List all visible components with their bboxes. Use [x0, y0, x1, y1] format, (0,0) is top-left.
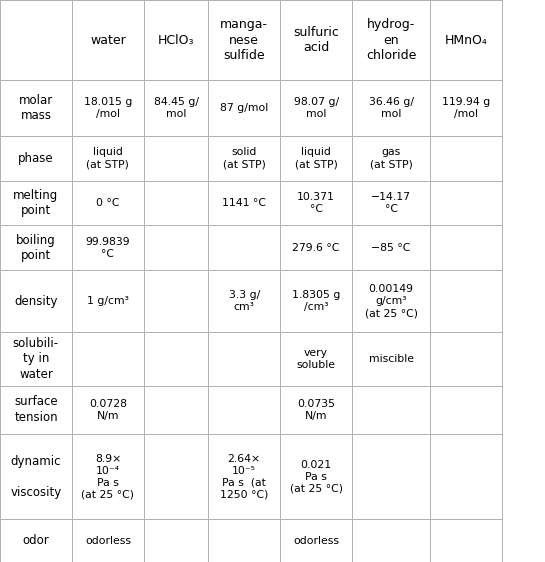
Text: surface
tension: surface tension: [14, 396, 58, 424]
Text: liquid
(at STP): liquid (at STP): [295, 147, 337, 169]
Text: very
soluble: very soluble: [296, 348, 336, 370]
Text: water: water: [90, 34, 126, 47]
Text: 10.371
°C: 10.371 °C: [297, 192, 335, 214]
Text: 18.015 g
/mol: 18.015 g /mol: [84, 97, 132, 119]
Text: 87 g/mol: 87 g/mol: [220, 103, 268, 113]
Text: −14.17
°C: −14.17 °C: [371, 192, 411, 214]
Text: solubili-
ty in
water: solubili- ty in water: [13, 337, 59, 381]
Text: 36.46 g/
mol: 36.46 g/ mol: [368, 97, 414, 119]
Text: odorless: odorless: [293, 536, 339, 546]
Text: hydrog-
en
chloride: hydrog- en chloride: [366, 18, 416, 62]
Text: 98.07 g/
mol: 98.07 g/ mol: [294, 97, 338, 119]
Text: sulfuric
acid: sulfuric acid: [293, 26, 339, 55]
Text: 0.0728
N/m: 0.0728 N/m: [89, 399, 127, 421]
Text: 8.9×
10⁻⁴
Pa s
(at 25 °C): 8.9× 10⁻⁴ Pa s (at 25 °C): [81, 454, 135, 500]
Text: odorless: odorless: [85, 536, 131, 546]
Text: miscible: miscible: [368, 354, 414, 364]
Text: 99.9839
°C: 99.9839 °C: [86, 237, 130, 259]
Text: phase: phase: [18, 152, 54, 165]
Text: 119.94 g
/mol: 119.94 g /mol: [442, 97, 490, 119]
Text: manga-
nese
sulfide: manga- nese sulfide: [220, 18, 268, 62]
Text: 84.45 g/
mol: 84.45 g/ mol: [154, 97, 198, 119]
Text: HClO₃: HClO₃: [158, 34, 194, 47]
Text: 1 g/cm³: 1 g/cm³: [87, 296, 129, 306]
Text: 0.0735
N/m: 0.0735 N/m: [297, 399, 335, 421]
Text: solid
(at STP): solid (at STP): [223, 147, 265, 169]
Text: 279.6 °C: 279.6 °C: [293, 243, 340, 253]
Text: 0.021
Pa s
(at 25 °C): 0.021 Pa s (at 25 °C): [289, 460, 343, 493]
Text: dynamic

viscosity: dynamic viscosity: [10, 455, 62, 498]
Text: gas
(at STP): gas (at STP): [370, 147, 413, 169]
Text: 1141 °C: 1141 °C: [222, 198, 266, 208]
Text: HMnO₄: HMnO₄: [445, 34, 487, 47]
Text: 3.3 g/
cm³: 3.3 g/ cm³: [228, 291, 260, 312]
Text: 0 °C: 0 °C: [96, 198, 120, 208]
Text: liquid
(at STP): liquid (at STP): [87, 147, 129, 169]
Text: 0.00149
g/cm³
(at 25 °C): 0.00149 g/cm³ (at 25 °C): [365, 284, 417, 318]
Text: −85 °C: −85 °C: [371, 243, 411, 253]
Text: boiling
point: boiling point: [16, 234, 56, 262]
Text: melting
point: melting point: [13, 189, 59, 217]
Text: density: density: [14, 295, 58, 308]
Text: 2.64×
10⁻⁵
Pa s  (at
1250 °C): 2.64× 10⁻⁵ Pa s (at 1250 °C): [220, 454, 268, 500]
Text: 1.8305 g
/cm³: 1.8305 g /cm³: [292, 291, 340, 312]
Text: molar
mass: molar mass: [19, 94, 53, 122]
Text: odor: odor: [22, 534, 50, 547]
